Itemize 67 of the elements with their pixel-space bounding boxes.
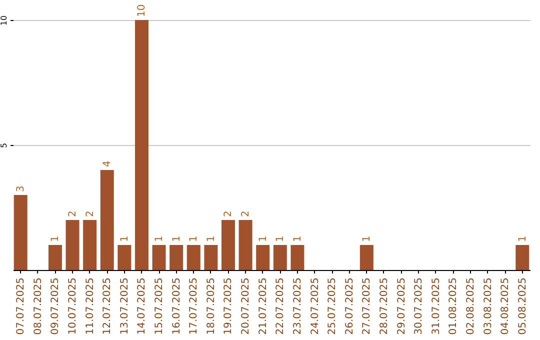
x-tick-label: 14.07.2025 xyxy=(136,278,148,335)
x-tick-label: 19.07.2025 xyxy=(223,278,234,335)
data-label: 2 xyxy=(240,210,252,217)
bar xyxy=(256,245,270,270)
data-label: 2 xyxy=(68,210,79,217)
bar xyxy=(221,220,235,270)
x-tick-label: 15.07.2025 xyxy=(154,278,166,335)
data-label: 2 xyxy=(223,210,234,217)
y-tick-label: 5 xyxy=(0,142,8,148)
x-tick-label: 20.07.2025 xyxy=(240,278,252,335)
x-tick-label: 25.07.2025 xyxy=(327,278,338,335)
x-tick-label: 24.07.2025 xyxy=(310,278,321,335)
bar xyxy=(238,220,252,270)
bar xyxy=(516,245,530,270)
data-label: 1 xyxy=(292,236,304,242)
data-label: 4 xyxy=(102,160,114,167)
x-tick-label: 29.07.2025 xyxy=(396,278,408,335)
bar xyxy=(66,220,80,270)
x-tick-label: 01.08.2025 xyxy=(448,278,460,335)
data-label: 1 xyxy=(517,236,528,242)
bar xyxy=(152,245,166,270)
x-tick-label: 03.08.2025 xyxy=(482,278,494,335)
x-tick-label: 07.07.2025 xyxy=(16,278,27,335)
data-label: 1 xyxy=(362,236,373,242)
data-label: 1 xyxy=(275,236,286,242)
x-tick-label: 26.07.2025 xyxy=(344,278,356,335)
x-tick-label: 05.08.2025 xyxy=(517,278,528,335)
x-tick-label: 04.08.2025 xyxy=(500,278,512,335)
x-tick-label: 11.07.2025 xyxy=(84,278,96,335)
data-label: 1 xyxy=(119,236,130,242)
bar xyxy=(134,20,148,270)
data-label: 2 xyxy=(84,210,96,217)
data-label: 1 xyxy=(50,236,62,242)
bar xyxy=(273,245,287,270)
data-label: 3 xyxy=(16,186,27,192)
bar xyxy=(204,245,218,270)
x-tick-label: 18.07.2025 xyxy=(206,278,217,335)
data-label: 1 xyxy=(171,236,182,242)
x-tick-label: 27.07.2025 xyxy=(362,278,373,335)
x-tick-label: 21.07.2025 xyxy=(258,278,269,335)
x-tick-label: 12.07.2025 xyxy=(102,278,114,335)
x-tick-label: 30.07.2025 xyxy=(414,278,425,335)
bar xyxy=(360,245,374,270)
data-label: 1 xyxy=(154,236,166,242)
x-tick-label: 10.07.2025 xyxy=(68,278,79,335)
data-label: 1 xyxy=(206,236,217,242)
x-tick-label: 13.07.2025 xyxy=(119,278,130,335)
data-label: 1 xyxy=(188,236,200,242)
x-tick-label: 09.07.2025 xyxy=(50,278,62,335)
x-tick-label: 16.07.2025 xyxy=(171,278,182,335)
bar xyxy=(100,170,114,270)
x-tick-label: 22.07.2025 xyxy=(275,278,286,335)
x-tick-label: 31.07.2025 xyxy=(430,278,442,335)
bar xyxy=(83,220,97,270)
x-tick-label: 17.07.2025 xyxy=(188,278,200,335)
x-tick-label: 23.07.2025 xyxy=(292,278,304,335)
bar xyxy=(48,245,62,270)
bar xyxy=(14,195,28,270)
x-tick-label: 02.08.2025 xyxy=(465,278,476,335)
bar xyxy=(118,245,132,270)
x-tick-label: 08.07.2025 xyxy=(32,278,44,335)
bar xyxy=(290,245,304,270)
data-label: 10 xyxy=(136,4,148,17)
bar xyxy=(186,245,200,270)
x-tick-label: 28.07.2025 xyxy=(378,278,390,335)
bar xyxy=(170,245,184,270)
data-label: 1 xyxy=(258,236,269,242)
